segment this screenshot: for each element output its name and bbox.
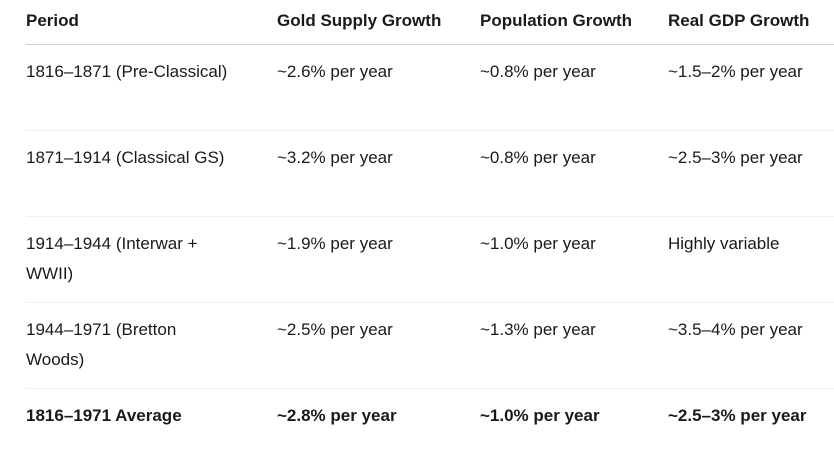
cell-population-growth: ~0.8% per year bbox=[480, 129, 668, 216]
cell-population-growth: ~0.8% per year bbox=[480, 61, 596, 81]
header-cell-real-gdp-growth: Real GDP Growth bbox=[668, 0, 834, 45]
cell-gold-supply-growth: ~2.5% per year bbox=[277, 301, 480, 388]
header-cell-period: Period bbox=[26, 0, 277, 45]
cell-period: 1816–1971 Average bbox=[26, 387, 277, 474]
cell-population-growth: ~1.0% per year bbox=[480, 215, 668, 302]
cell-real-gdp-growth: ~2.5–3% per year bbox=[668, 129, 834, 216]
table-row-average: 1816–1971 Average ~2.8% per year ~1.0% p… bbox=[26, 387, 834, 474]
header-row: Period Gold Supply Growth Population Gro… bbox=[26, 0, 834, 45]
cell-real-gdp-growth: ~3.5–4% per year bbox=[668, 301, 834, 388]
cell-population-growth: ~1.3% per year bbox=[480, 301, 668, 388]
cell-real-gdp-growth: ~1.5–2% per year bbox=[668, 61, 803, 81]
cell-period: 1914–1944 (Interwar + WWII) bbox=[26, 215, 277, 302]
cell-gold-supply-growth: ~1.9% per year bbox=[277, 215, 480, 302]
cell-gold-supply-growth: ~3.2% per year bbox=[277, 129, 480, 216]
cell-population-growth: ~1.0% per year bbox=[480, 387, 668, 474]
cell-real-gdp-growth: Highly variable bbox=[668, 215, 834, 302]
growth-comparison-table-container: Period Gold Supply Growth Population Gro… bbox=[26, 0, 834, 474]
header-cell-population-growth: Population Growth bbox=[480, 0, 668, 45]
cell-period: 1944–1971 (Bretton Woods) bbox=[26, 301, 277, 388]
table-row-classical-gs: 1871–1914 (Classical GS) ~3.2% per year … bbox=[26, 129, 834, 216]
table-row-pre-classical: 1816–1871 (Pre-Classical) ~2.6% per year… bbox=[26, 44, 834, 130]
cell-real-gdp-growth: ~2.5–3% per year bbox=[668, 387, 834, 474]
cell-period: 1816–1871 (Pre-Classical) bbox=[26, 61, 228, 81]
table-row-interwar-wwii: 1914–1944 (Interwar + WWII) ~1.9% per ye… bbox=[26, 215, 834, 302]
header-cell-gold-supply-growth: Gold Supply Growth bbox=[277, 0, 480, 45]
cell-gold-supply-growth: ~2.6% per year bbox=[277, 61, 393, 81]
table-row-bretton-woods: 1944–1971 (Bretton Woods) ~2.5% per year… bbox=[26, 301, 834, 388]
growth-comparison-table: Period Gold Supply Growth Population Gro… bbox=[26, 0, 834, 474]
cell-gold-supply-growth: ~2.8% per year bbox=[277, 387, 480, 474]
cell-period: 1871–1914 (Classical GS) bbox=[26, 129, 277, 216]
